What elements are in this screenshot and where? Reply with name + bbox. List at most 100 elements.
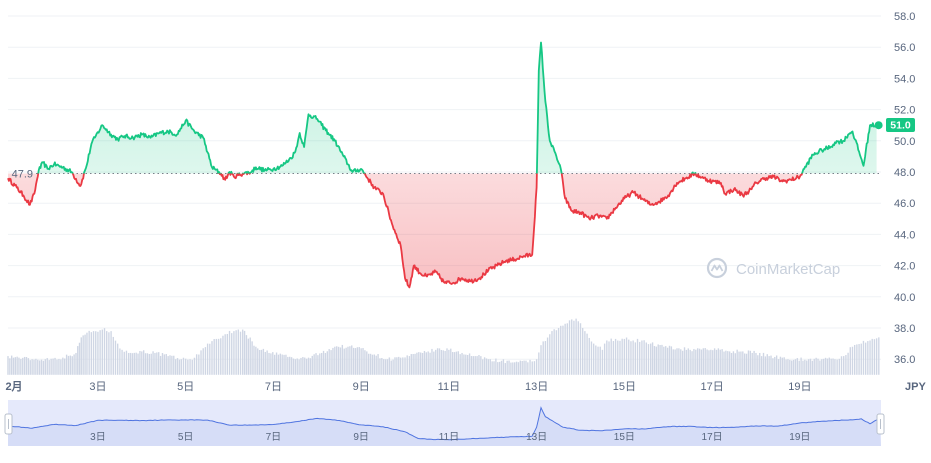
volume-bar: [233, 331, 235, 375]
volume-bar: [608, 341, 610, 375]
volume-bar: [807, 359, 810, 375]
volume-bar: [630, 341, 632, 375]
volume-bar: [64, 358, 66, 375]
volume-bar: [601, 349, 604, 375]
volume-bar: [114, 340, 117, 375]
volume-bar: [52, 358, 54, 375]
range-navigator[interactable]: 3日 5日 7日 9日 11日 13日 15日 17日 19日: [4, 400, 885, 446]
volume-bar: [555, 330, 558, 375]
volume-bar: [360, 348, 362, 375]
volume-bar: [612, 341, 615, 375]
last-price-dot: [874, 121, 883, 130]
volume-bar: [653, 346, 656, 375]
volume-bar: [836, 359, 838, 375]
volume-bar: [58, 358, 60, 375]
navigator-left-handle[interactable]: [4, 413, 13, 435]
volume-bar: [313, 354, 315, 375]
y-axis: 58.0 56.0 54.0 52.0 50.0 48.0 46.0 44.0 42.0 40.0…: [894, 11, 915, 366]
volume-bar: [178, 359, 181, 375]
volume-bar: [23, 356, 26, 375]
volume-bar: [845, 355, 847, 375]
volume-bar: [708, 350, 710, 375]
volume-bar: [33, 359, 35, 375]
volume-bar: [330, 350, 332, 375]
volume-bar: [358, 347, 360, 375]
volume-bar: [774, 356, 776, 375]
volume-bar: [215, 338, 218, 375]
volume-bar: [772, 358, 774, 375]
volume-bar: [425, 352, 428, 375]
volume-bar: [121, 349, 123, 375]
volume-bar: [546, 337, 549, 375]
x-tick-label: 11日: [438, 381, 460, 393]
volume-bar: [356, 347, 359, 375]
volume-bar: [586, 333, 588, 375]
volume-bar: [436, 348, 439, 375]
volume-bar: [867, 341, 869, 375]
volume-bar: [740, 351, 742, 375]
navigator-tick-label: 7日: [266, 432, 282, 443]
volume-bar: [448, 349, 450, 375]
volume-bar: [171, 355, 173, 375]
x-tick-label: 3日: [89, 381, 106, 393]
volume-bar: [108, 332, 110, 375]
volume-bar: [142, 350, 145, 375]
volume-bar: [804, 359, 806, 375]
volume-bar: [467, 355, 469, 375]
volume-bar: [623, 338, 626, 375]
volume-bar: [533, 361, 536, 375]
volume-bar: [715, 349, 718, 375]
volume-bar: [634, 342, 637, 375]
price-line-down: [7, 173, 803, 289]
volume-bar: [383, 359, 385, 375]
volume-bar: [713, 348, 716, 375]
volume-bar: [302, 357, 304, 375]
volume-bar: [734, 353, 736, 375]
volume-bar: [670, 346, 673, 375]
volume-bar: [249, 337, 251, 375]
volume-bar: [71, 356, 73, 375]
volume-bar: [388, 357, 391, 375]
volume-bar: [255, 346, 257, 375]
volume-bar: [736, 349, 738, 375]
volume-bar: [760, 356, 763, 375]
price-line: [7, 41, 878, 289]
volume-bar: [292, 358, 295, 375]
volume-bar: [154, 352, 156, 375]
watermark: CoinMarketCap: [706, 257, 840, 279]
volume-bar: [482, 359, 484, 375]
volume-bar: [319, 353, 321, 375]
volume-bar: [438, 348, 441, 375]
volume-bar: [781, 357, 783, 375]
x-tick-label: 7日: [265, 381, 282, 393]
volume-bar: [727, 351, 729, 375]
volume-bar: [571, 319, 573, 375]
volume-bar: [351, 345, 353, 375]
volume-bar: [661, 344, 663, 375]
volume-bar: [451, 352, 454, 375]
volume-bar: [12, 357, 15, 375]
volume-bar: [245, 335, 248, 375]
volume-bar: [129, 352, 132, 375]
volume-bar: [38, 360, 41, 375]
volume-bar: [349, 346, 351, 375]
navigator-right-handle[interactable]: [876, 413, 885, 435]
volume-bar: [766, 354, 768, 375]
volume-bar: [326, 351, 328, 375]
volume-bar: [693, 348, 695, 375]
volume-bar: [309, 358, 312, 375]
volume-bar: [444, 350, 446, 375]
volume-bar: [864, 342, 867, 375]
volume-bar: [683, 347, 686, 375]
volume-bar: [783, 357, 785, 375]
volume-bar: [260, 349, 263, 375]
volume-bar: [217, 338, 220, 375]
volume-bar: [371, 354, 374, 375]
volume-bar: [202, 348, 204, 375]
y-tick-label: 50.0: [894, 136, 915, 148]
volume-bar: [504, 363, 506, 375]
volume-bar: [141, 351, 143, 375]
volume-bar: [423, 350, 426, 375]
